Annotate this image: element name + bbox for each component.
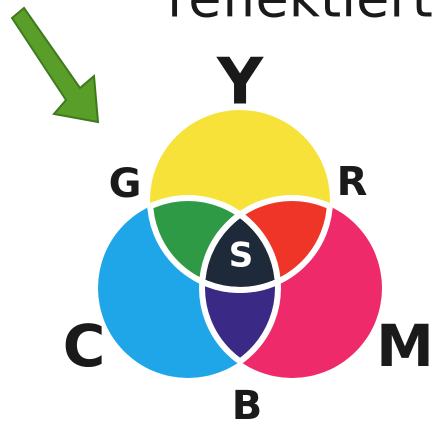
color-circles [98,110,382,378]
label-m: M [376,312,434,380]
label-s: S [229,236,254,276]
label-c: C [63,312,106,380]
label-g: G [109,161,142,207]
arrow [10,6,100,124]
label-r: R [337,159,368,205]
title: reflektiert [167,0,433,30]
label-b: B [232,383,263,425]
label-y: Y [216,46,264,120]
